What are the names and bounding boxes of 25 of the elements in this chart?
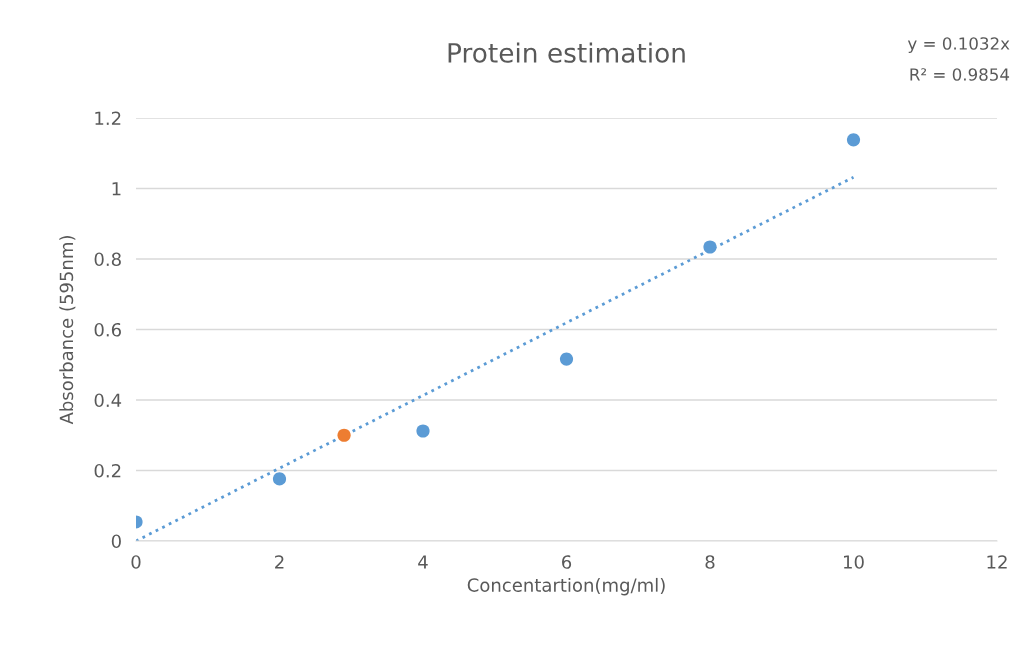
x-tick-label: 8	[705, 555, 715, 569]
y-tick-label: 0.6	[94, 322, 121, 337]
x-tick-label: 2	[275, 555, 284, 569]
x-axis-title: Concentartion(mg/ml)	[467, 577, 665, 596]
text: y = 0.1032x	[907, 37, 1010, 54]
x-tick-label: 6	[562, 555, 572, 569]
chart-title: Protein estimation	[448, 42, 685, 63]
y-tick-label: 1	[112, 182, 121, 196]
y-tick-label: 0.8	[94, 252, 121, 267]
x-tick-label: 4	[418, 555, 428, 569]
point	[559, 352, 574, 366]
text: R² = 0.9854	[910, 68, 1010, 81]
x-tick-label: 0	[131, 555, 141, 569]
y-tick-label: 0	[111, 534, 121, 549]
y-tick-label: 0.4	[94, 393, 122, 408]
point	[846, 133, 861, 147]
y-tick-label: 0.2	[94, 463, 121, 478]
x-tick-label: 10	[844, 555, 864, 569]
point	[703, 240, 717, 254]
x-tick-label: 12	[987, 555, 1007, 569]
point	[337, 428, 351, 442]
point	[416, 424, 430, 438]
y-axis-title: Absorbance (595nm)	[59, 236, 76, 425]
y-tick-label: 1.2	[95, 111, 121, 125]
point	[272, 472, 287, 486]
